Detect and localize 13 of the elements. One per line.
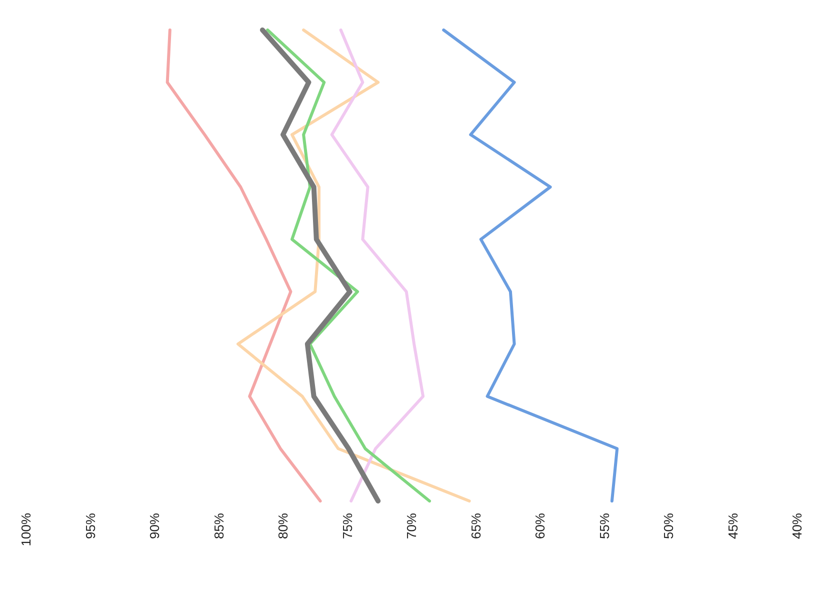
x-tick-label: 65% [468, 512, 484, 540]
x-tick-label: 40% [790, 512, 804, 540]
x-tick-label: 95% [82, 512, 98, 540]
x-tick-label: 50% [661, 512, 676, 540]
x-tick-label: 100% [18, 512, 34, 546]
x-tick-label: 60% [532, 512, 548, 540]
x-tick-label: 45% [725, 512, 740, 540]
x-tick-label: 85% [211, 512, 226, 540]
x-tick-label: 55% [596, 512, 612, 540]
x-tick-label: 80% [276, 512, 290, 540]
x-tick-label: 75% [340, 512, 355, 540]
x-tick-label: 90% [147, 512, 162, 540]
x-tick-label: 70% [404, 512, 419, 540]
